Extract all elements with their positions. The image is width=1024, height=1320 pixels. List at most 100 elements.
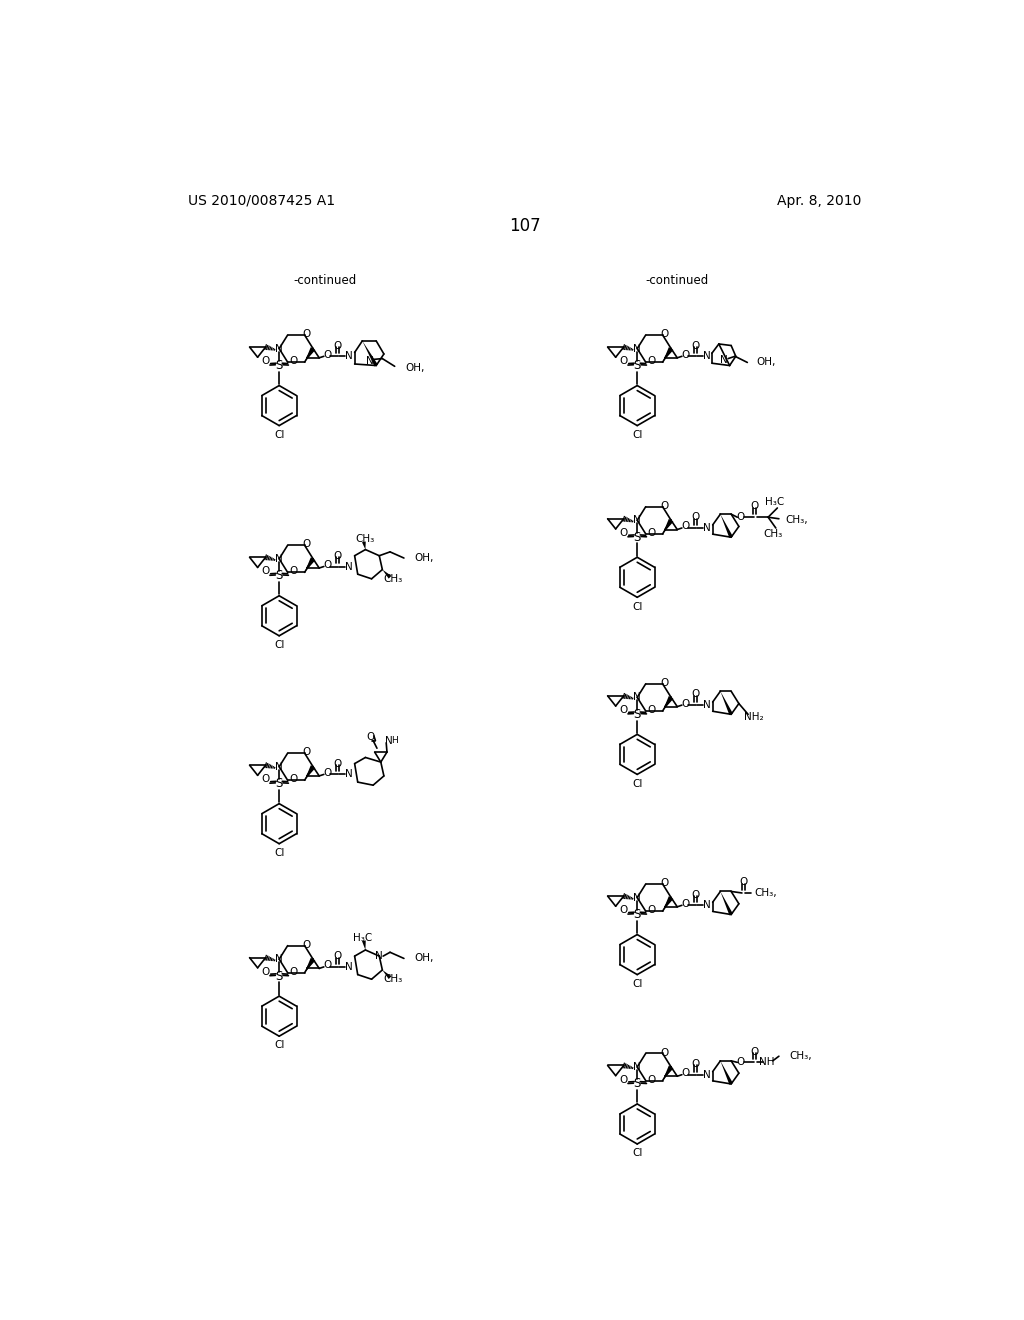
Text: CH₃: CH₃ (355, 533, 375, 544)
Text: O: O (334, 341, 342, 351)
Text: O: O (261, 356, 269, 366)
Text: O: O (302, 747, 310, 758)
Text: O: O (302, 940, 310, 950)
Text: S: S (634, 908, 641, 921)
Text: Cl: Cl (274, 847, 285, 858)
Text: O: O (647, 906, 655, 915)
Text: O: O (660, 1048, 669, 1057)
Text: O: O (682, 1068, 690, 1078)
Text: O: O (261, 566, 269, 577)
Text: O: O (691, 689, 699, 700)
Text: H₃C: H₃C (765, 496, 784, 507)
Text: S: S (634, 531, 641, 544)
Text: S: S (634, 708, 641, 721)
Text: O: O (334, 759, 342, 768)
Polygon shape (304, 958, 315, 973)
Text: S: S (634, 359, 641, 372)
Text: O: O (647, 528, 655, 539)
Text: N: N (702, 1069, 711, 1080)
Text: N: N (634, 515, 641, 525)
Text: -continued: -continued (294, 273, 357, 286)
Polygon shape (720, 1061, 733, 1085)
Text: N: N (275, 762, 283, 772)
Text: O: O (289, 566, 297, 577)
Polygon shape (663, 896, 674, 911)
Text: OH,: OH, (415, 553, 434, 564)
Text: O: O (682, 698, 690, 709)
Text: O: O (324, 768, 332, 777)
Text: O: O (691, 512, 699, 523)
Text: CH₃: CH₃ (763, 529, 782, 539)
Text: Cl: Cl (632, 602, 642, 611)
Text: CH₃,: CH₃, (785, 515, 808, 525)
Text: O: O (682, 521, 690, 532)
Text: S: S (275, 970, 283, 982)
Text: CH₃,: CH₃, (790, 1051, 812, 1061)
Text: O: O (302, 329, 310, 339)
Text: Cl: Cl (274, 1040, 285, 1051)
Text: O: O (647, 1074, 655, 1085)
Polygon shape (663, 347, 674, 362)
Text: Cl: Cl (632, 430, 642, 440)
Text: OH,: OH, (757, 358, 776, 367)
Text: O: O (620, 356, 628, 366)
Text: O: O (682, 899, 690, 908)
Text: N: N (702, 351, 711, 362)
Text: O: O (736, 512, 744, 523)
Text: Cl: Cl (632, 1148, 642, 1158)
Text: Apr. 8, 2010: Apr. 8, 2010 (777, 194, 861, 207)
Polygon shape (720, 891, 733, 915)
Polygon shape (720, 515, 733, 539)
Text: O: O (334, 952, 342, 961)
Text: US 2010/0087425 A1: US 2010/0087425 A1 (188, 194, 336, 207)
Text: O: O (736, 1057, 744, 1068)
Text: O: O (660, 878, 669, 888)
Text: O: O (324, 350, 332, 360)
Text: O: O (739, 878, 748, 887)
Text: O: O (691, 341, 699, 351)
Polygon shape (362, 341, 378, 367)
Text: O: O (366, 733, 374, 742)
Text: 107: 107 (509, 218, 541, 235)
Text: O: O (660, 502, 669, 511)
Text: O: O (620, 1074, 628, 1085)
Text: O: O (289, 356, 297, 366)
Text: O: O (324, 961, 332, 970)
Text: H: H (391, 737, 398, 744)
Text: N: N (275, 343, 283, 354)
Polygon shape (663, 1065, 674, 1081)
Text: O: O (660, 678, 669, 688)
Polygon shape (304, 557, 315, 573)
Text: O: O (751, 1047, 759, 1056)
Text: O: O (647, 705, 655, 715)
Text: O: O (691, 1059, 699, 1069)
Polygon shape (720, 692, 733, 715)
Text: N: N (702, 900, 711, 911)
Text: O: O (261, 966, 269, 977)
Polygon shape (304, 766, 315, 780)
Text: O: O (682, 350, 690, 360)
Text: N: N (634, 892, 641, 903)
Text: N: N (634, 693, 641, 702)
Polygon shape (304, 347, 315, 362)
Polygon shape (361, 541, 366, 549)
Text: N: N (702, 523, 711, 533)
Text: N: N (702, 700, 711, 710)
Text: N: N (275, 954, 283, 964)
Text: O: O (289, 966, 297, 977)
Text: -continued: -continued (646, 273, 709, 286)
Polygon shape (663, 519, 674, 533)
Text: S: S (275, 777, 283, 791)
Text: NH₂: NH₂ (744, 713, 764, 722)
Text: O: O (620, 528, 628, 539)
Text: O: O (620, 705, 628, 715)
Text: O: O (334, 550, 342, 561)
Text: H₃C: H₃C (352, 933, 372, 944)
Text: NH: NH (759, 1057, 774, 1068)
Text: O: O (647, 356, 655, 366)
Text: O: O (324, 560, 332, 570)
Text: N: N (367, 356, 374, 366)
Text: N: N (345, 351, 352, 362)
Polygon shape (382, 970, 391, 979)
Text: O: O (620, 906, 628, 915)
